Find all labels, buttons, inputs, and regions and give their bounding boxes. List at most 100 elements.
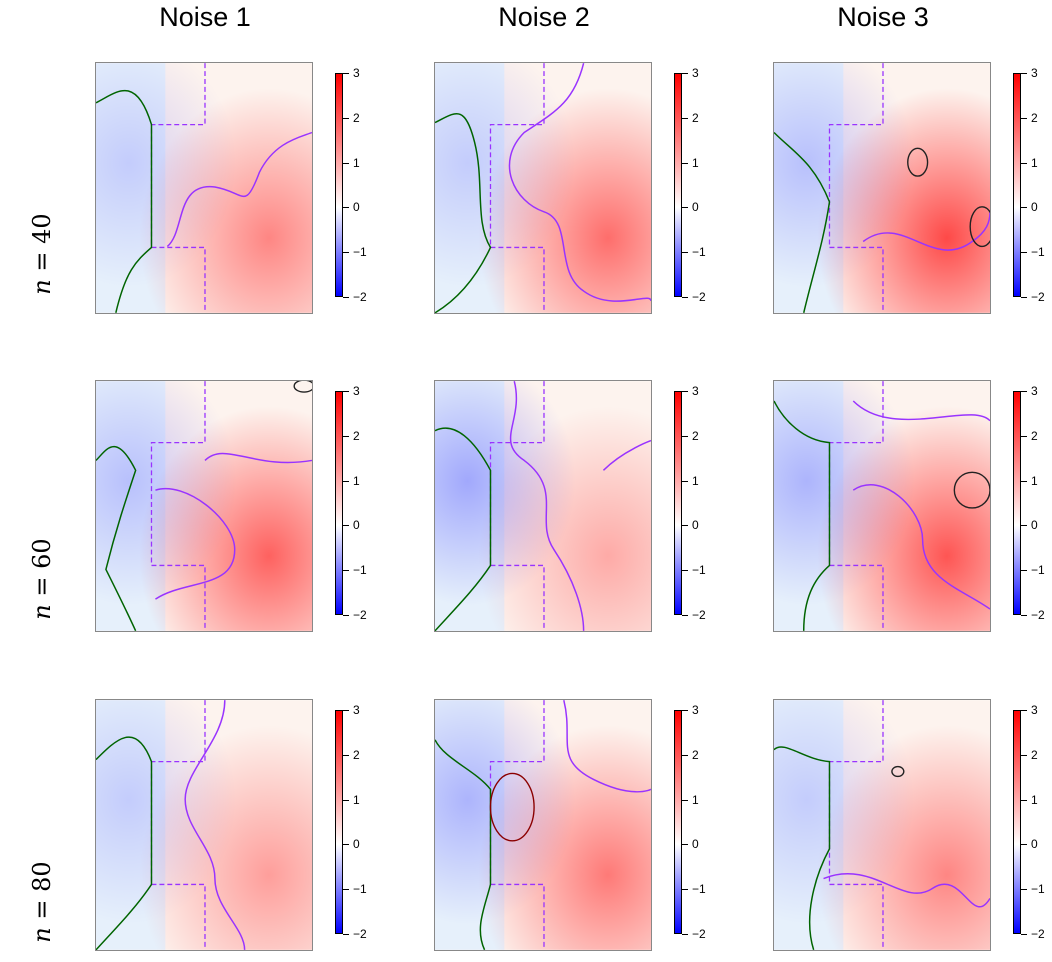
row-label-n60: n = 60 xyxy=(28,538,56,620)
upper-contour xyxy=(953,471,990,509)
column-title-noise-2: Noise 2 xyxy=(498,2,590,32)
colorbar-tick-label: 3 xyxy=(682,66,699,80)
heatmap-panel xyxy=(773,62,991,314)
colorbar-tick-label: 0 xyxy=(682,518,699,533)
colorbar-tick-label: 0 xyxy=(1021,518,1038,533)
estimate-contour xyxy=(563,700,651,793)
colorbar-tick-label: −1 xyxy=(682,882,706,897)
heatmap-panel xyxy=(95,380,313,632)
row-label-n80: n = 80 xyxy=(28,861,56,943)
estimate-contour xyxy=(166,131,312,248)
cool-overlay xyxy=(435,381,651,631)
cool-overlay xyxy=(435,700,651,950)
colorbar-tick-label: −1 xyxy=(1021,563,1045,578)
column-title-noise-3: Noise 3 xyxy=(837,2,929,32)
upper-contour xyxy=(891,765,905,778)
cool-overlay xyxy=(435,63,651,313)
upper-contour xyxy=(489,772,535,842)
colorbar xyxy=(335,73,343,297)
colorbar-tick-label: 2 xyxy=(1021,428,1038,443)
colorbar xyxy=(335,391,343,615)
colorbar-tick-label: −2 xyxy=(1021,290,1045,304)
lower-contour xyxy=(435,739,492,950)
estimate-contour xyxy=(155,452,312,600)
cool-overlay xyxy=(96,700,312,950)
heatmap-svg xyxy=(435,700,651,950)
estimate-contour xyxy=(823,873,990,908)
colorbar-tick-label: −2 xyxy=(343,608,367,622)
colorbar-tick-label: −1 xyxy=(343,563,367,578)
upper-contour xyxy=(293,381,312,393)
colorbar-tick-label: 3 xyxy=(682,703,699,717)
colorbar-tick-label: −2 xyxy=(682,608,706,622)
colorbar-tick-label: 2 xyxy=(343,110,360,125)
colorbar-tick-label: 0 xyxy=(343,518,360,533)
colorbar-tick-label: −1 xyxy=(1021,245,1045,260)
colorbar-tick-label: 3 xyxy=(343,384,360,398)
heatmap-panel xyxy=(95,699,313,951)
lower-contour xyxy=(435,113,492,313)
colorbar xyxy=(1013,391,1021,615)
colorbar-tick-label: 1 xyxy=(682,473,699,488)
colorbar-tick-label: 1 xyxy=(343,155,360,170)
colorbar-tick-label: 1 xyxy=(343,473,360,488)
colorbar-tick-label: 1 xyxy=(682,155,699,170)
lower-contour xyxy=(96,445,137,631)
colorbar-tick-label: 2 xyxy=(343,747,360,762)
colorbar-tick-label: 0 xyxy=(682,200,699,215)
colorbar-tick-label: 1 xyxy=(343,792,360,807)
heatmap-panel xyxy=(95,62,313,314)
estimate-contour xyxy=(862,211,990,251)
heatmap-panel xyxy=(773,380,991,632)
colorbar-tick-label: 2 xyxy=(682,747,699,762)
colorbar-tick-label: −1 xyxy=(682,563,706,578)
colorbar-tick-label: 3 xyxy=(1021,66,1038,80)
column-title-noise-1: Noise 1 xyxy=(159,2,251,32)
heatmap-panel xyxy=(434,699,652,951)
colorbar-tick-label: 0 xyxy=(1021,837,1038,852)
heatmap-panel xyxy=(434,380,652,632)
lower-contour xyxy=(774,131,831,313)
lower-contour xyxy=(774,746,831,950)
heatmap-svg xyxy=(96,700,312,950)
colorbar-tick-label: 0 xyxy=(682,837,699,852)
heatmap-panel xyxy=(434,62,652,314)
true-region-outline xyxy=(150,381,206,631)
heatmap-svg xyxy=(774,63,990,313)
colorbar-tick-label: 3 xyxy=(682,384,699,398)
true-region-outline xyxy=(828,63,884,313)
heatmap-svg xyxy=(774,381,990,631)
estimate-contour xyxy=(508,63,651,302)
colorbar-tick-label: −1 xyxy=(1021,882,1045,897)
colorbar-tick-label: −1 xyxy=(343,882,367,897)
colorbar-tick-label: 3 xyxy=(343,66,360,80)
colorbar-tick-label: 1 xyxy=(1021,792,1038,807)
colorbar-tick-label: −1 xyxy=(682,245,706,260)
upper-contour xyxy=(907,147,929,177)
colorbar-tick-label: 2 xyxy=(1021,110,1038,125)
colorbar-tick-label: 3 xyxy=(1021,384,1038,398)
cool-overlay xyxy=(96,63,312,313)
colorbar xyxy=(1013,73,1021,297)
colorbar xyxy=(335,710,343,934)
colorbar-tick-label: −1 xyxy=(343,245,367,260)
heatmap-panel xyxy=(773,699,991,951)
estimate-contour xyxy=(509,381,651,631)
heatmap-svg xyxy=(435,63,651,313)
colorbar-tick-label: 0 xyxy=(1021,200,1038,215)
cool-overlay xyxy=(96,381,312,631)
colorbar-tick-label: −2 xyxy=(682,927,706,941)
colorbar-tick-label: −2 xyxy=(682,290,706,304)
colorbar-tick-label: 1 xyxy=(1021,155,1038,170)
cool-overlay xyxy=(774,700,990,950)
colorbar-tick-label: −2 xyxy=(343,927,367,941)
lower-contour xyxy=(774,400,831,631)
true-region-outline xyxy=(489,63,545,313)
colorbar xyxy=(674,710,682,934)
heatmap-svg xyxy=(96,63,312,313)
lower-contour xyxy=(96,90,153,313)
colorbar xyxy=(674,73,682,297)
colorbar-tick-label: −2 xyxy=(1021,608,1045,622)
colorbar-tick-label: 2 xyxy=(1021,747,1038,762)
cool-overlay xyxy=(774,63,990,313)
